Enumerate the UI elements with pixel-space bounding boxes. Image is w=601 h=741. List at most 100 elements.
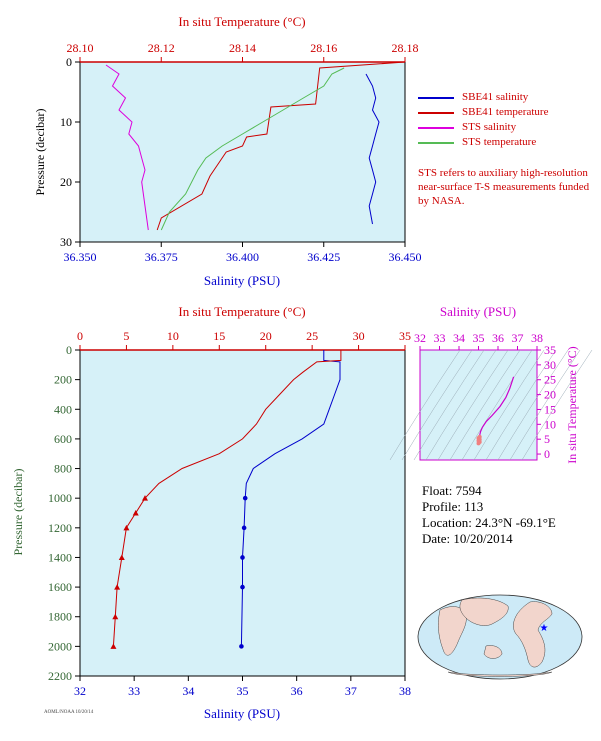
ts-x-tick-label: 34 xyxy=(453,331,465,345)
y-tick-label: 200 xyxy=(54,373,72,387)
top-plot-area xyxy=(79,61,406,243)
bottom-panel: 32 33 34 35 36 37 38 0 5 10 15 20 25 30 35 0 200 400 600… xyxy=(11,304,411,721)
data-point xyxy=(112,613,119,620)
legend-swatch xyxy=(418,141,454,144)
legend-item: STS temperature xyxy=(418,135,548,150)
data-point xyxy=(110,643,117,649)
x-tick-label: 37 xyxy=(345,684,357,698)
legend-item: SBE41 salinity xyxy=(418,90,548,105)
ts-x-tick-label: 38 xyxy=(531,331,543,345)
ts-y-tick-label: 35 xyxy=(544,343,556,357)
legend-item: STS salinity xyxy=(418,120,548,135)
x2-tick-label: 35 xyxy=(399,329,411,343)
y-tick-label: 1600 xyxy=(48,580,72,594)
map-land-americas xyxy=(513,601,553,668)
isopycnal-line xyxy=(509,349,581,461)
x2-tick-label: 0 xyxy=(77,329,83,343)
data-point xyxy=(132,510,139,516)
legend-swatch xyxy=(418,96,454,99)
legend-swatch xyxy=(418,126,454,129)
location: Location: 24.3°N -69.1°E xyxy=(422,515,556,530)
data-point xyxy=(240,584,245,590)
ts-y-tick-label: 25 xyxy=(544,373,556,387)
x-tick-label: 33 xyxy=(128,684,140,698)
x2-tick-label: 28.18 xyxy=(392,41,419,55)
isopycnal-line xyxy=(449,349,521,461)
ts-y-tick-label: 0 xyxy=(544,447,550,461)
data-point xyxy=(123,524,130,531)
legend-item: SBE41 temperature xyxy=(418,105,548,120)
sts-note: STS refers to auxiliary high-resolution … xyxy=(418,167,590,207)
float-id: Float: 7594 xyxy=(422,483,482,498)
legend-label: STS salinity xyxy=(462,121,517,133)
ts-y-tick-label: 30 xyxy=(544,358,556,372)
y-tick-label: 1000 xyxy=(48,491,72,505)
x2-tick-label: 28.16 xyxy=(310,41,337,55)
data-point xyxy=(240,555,245,560)
isopycnal-line xyxy=(473,349,545,461)
top-x-axis-label: Salinity (PSU) xyxy=(204,273,280,288)
isopycnal-line xyxy=(389,349,461,461)
x-tick-label: 36.350 xyxy=(64,250,97,264)
ts-y-tick-label: 20 xyxy=(544,388,556,402)
y-tick-label: 1200 xyxy=(48,521,72,535)
x2-tick-label: 30 xyxy=(353,329,365,343)
map-land-antarctica xyxy=(447,671,553,677)
isopycnal-line xyxy=(521,349,593,461)
ts-x-tick-label: 35 xyxy=(473,331,485,345)
y-tick-label: 0 xyxy=(66,343,72,357)
ts-x-tick-label: 36 xyxy=(492,331,504,345)
x2-tick-label: 5 xyxy=(123,329,129,343)
isopycnal-line xyxy=(401,349,473,461)
x-tick-label: 36 xyxy=(291,684,303,698)
map-land-australia xyxy=(483,645,503,659)
data-point xyxy=(239,644,244,649)
x2-tick-label: 28.14 xyxy=(229,41,256,55)
isopycnal-line xyxy=(425,349,497,461)
ts-x-tick-label: 32 xyxy=(414,331,426,345)
top-y-axis-label: Pressure (decibar) xyxy=(33,109,47,196)
x-tick-label: 35 xyxy=(237,684,249,698)
y-tick-label: 20 xyxy=(60,175,72,189)
isopycnal-line xyxy=(461,349,533,461)
x-tick-label: 36.375 xyxy=(145,250,178,264)
x2-tick-label: 15 xyxy=(213,329,225,343)
x-tick-label: 38 xyxy=(399,684,411,698)
map-land-asia xyxy=(459,597,509,626)
x-tick-label: 36.425 xyxy=(307,250,340,264)
data-point xyxy=(114,584,121,590)
isopycnal-line xyxy=(497,349,569,461)
x2-tick-label: 10 xyxy=(167,329,179,343)
float-info: Float: 7594 Profile: 113 Location: 24.3°… xyxy=(422,483,556,547)
bottom-y-axis-label: Pressure (decibar) xyxy=(11,469,25,556)
x2-tick-label: 28.12 xyxy=(148,41,175,55)
y-tick-label: 800 xyxy=(54,462,72,476)
x2-tick-label: 25 xyxy=(306,329,318,343)
top-x2-axis-label: In situ Temperature (°C) xyxy=(178,14,305,29)
legend-swatch xyxy=(418,111,454,114)
y-tick-label: 30 xyxy=(60,235,72,249)
bottom-x2-axis-label: In situ Temperature (°C) xyxy=(178,304,305,319)
ts-x-tick-label: 37 xyxy=(512,331,524,345)
data-point xyxy=(241,525,247,531)
series-line xyxy=(156,61,406,231)
profile-number: Profile: 113 xyxy=(422,499,484,514)
credit-text: AOML/NOAA 10/20/14 xyxy=(44,710,94,715)
ts-x-axis-label: Salinity (PSU) xyxy=(440,304,516,319)
x-tick-label: 32 xyxy=(74,684,86,698)
isopycnal-line xyxy=(485,349,557,461)
series-line xyxy=(105,64,149,231)
legend-label: STS temperature xyxy=(462,136,537,148)
x-tick-label: 36.450 xyxy=(389,250,422,264)
legend: SBE41 salinity SBE41 temperature STS sal… xyxy=(418,90,548,150)
world-map: ★ xyxy=(417,594,583,680)
series-line xyxy=(240,350,341,647)
y-tick-label: 10 xyxy=(60,115,72,129)
ts-y-axis-label: In situ Temperature (°C) xyxy=(565,346,579,463)
y-tick-label: 600 xyxy=(54,432,72,446)
y-tick-label: 2200 xyxy=(48,669,72,683)
float-location-marker: ★ xyxy=(540,623,549,634)
y-tick-label: 0 xyxy=(66,55,72,69)
